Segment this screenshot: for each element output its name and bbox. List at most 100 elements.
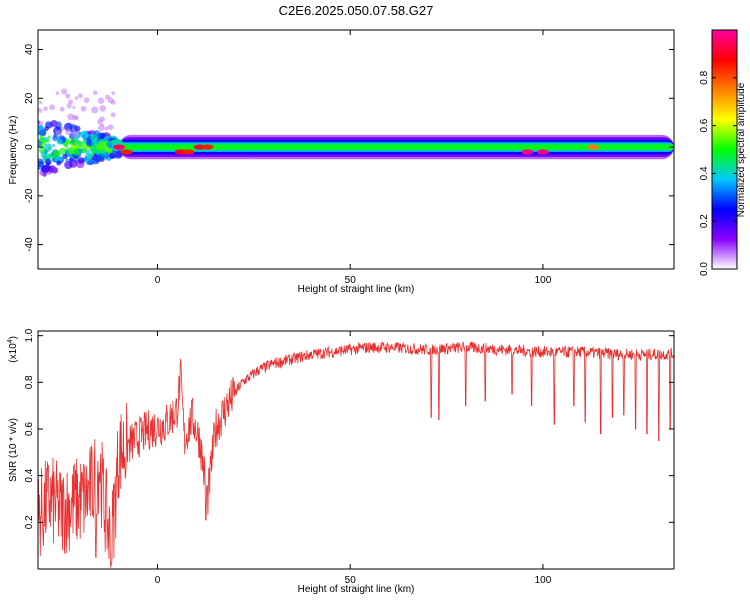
- spectrogram-peak: [587, 144, 600, 150]
- spectrogram-cell: [52, 135, 59, 142]
- spectrogram-peak: [182, 149, 195, 155]
- svg-text:(x104): (x104): [7, 336, 19, 363]
- spectrogram-cell: [109, 152, 116, 159]
- spectrogram-cell: [93, 153, 97, 158]
- spectrogram-cell: [38, 131, 41, 136]
- spectrogram-cell: [67, 99, 73, 105]
- spectrogram-cell: [114, 150, 123, 159]
- spectrogram-cell: [41, 139, 46, 143]
- snr-x-axis-label: Height of straight line (km): [298, 584, 415, 595]
- spectrogram-cell: [96, 143, 104, 151]
- spectrogram-cell: [64, 128, 72, 136]
- spectrogram-cell: [68, 139, 75, 146]
- spectrogram-cell: [107, 124, 114, 131]
- colorbar-scale: [711, 29, 738, 270]
- spectrogram-cell: [106, 141, 113, 148]
- spectrogram-cell: [77, 93, 83, 99]
- spectrogram-cell: [72, 130, 80, 138]
- spectrogram-cell: [80, 130, 89, 140]
- spectrogram-x-tick-label: 100: [535, 275, 552, 286]
- spectrogram-cell: [68, 157, 74, 162]
- spectrogram-cell: [38, 140, 43, 147]
- snr-multiplier: (x104): [7, 336, 19, 363]
- spectrogram-band: [118, 144, 674, 150]
- spectrogram-marks: [38, 88, 674, 177]
- spectrogram-cell: [91, 106, 99, 114]
- colorbar: 0.0 0.2 0.4 0.6 0.8 Normalized spectral ampl…: [699, 29, 747, 276]
- spectrogram-x-tick-label: 50: [345, 275, 357, 286]
- snr-y-ticks: 0.2 0.4 0.6 0.8 1.0: [24, 328, 674, 529]
- colorbar-ticks: 0.0 0.2 0.4 0.6 0.8: [699, 70, 737, 276]
- spectrogram-cell: [39, 135, 44, 140]
- spectrogram-cell: [53, 122, 59, 127]
- spectrogram-cell: [52, 150, 60, 158]
- spectrogram-cell: [49, 104, 56, 111]
- spectrogram-x-tick-label: 0: [155, 275, 161, 286]
- spectrogram-cell: [38, 158, 45, 168]
- spectrogram-cell: [43, 106, 48, 112]
- snr-y-tick-label: 1.0: [24, 328, 35, 342]
- spectrogram-peak: [536, 149, 549, 155]
- spectrogram-cell: [59, 106, 65, 112]
- spectrogram-cell: [104, 126, 109, 131]
- spectrogram-cell: [56, 138, 63, 145]
- spectrogram-cell: [64, 160, 73, 170]
- spectrogram-cell: [52, 167, 59, 174]
- spectrogram-panel: 0 50 100 -40 -20 0 20 40 Height of straight li…: [8, 29, 675, 295]
- spectrogram-cell: [84, 153, 92, 162]
- snr-x-ticks: 0 50 100: [155, 331, 552, 586]
- spectrogram-y-tick-label: -20: [24, 188, 35, 203]
- spectrogram-cell: [83, 97, 90, 104]
- spectrogram-cell: [105, 147, 113, 154]
- spectrogram-cell: [55, 129, 62, 136]
- spectrogram-cell: [38, 108, 43, 113]
- spectrogram-y-tick-label: 40: [24, 44, 35, 56]
- colorbar-tick-label: 0.8: [699, 70, 710, 84]
- spectrogram-cell: [38, 125, 44, 131]
- spectrogram-cell: [61, 88, 68, 95]
- spectrogram-cell: [97, 124, 105, 132]
- spectrogram-peak: [120, 149, 133, 155]
- spectrogram-x-axis-label: Height of straight line (km): [298, 284, 415, 295]
- snr-y-tick-label: 0.4: [24, 468, 35, 482]
- spectrogram-cell: [66, 103, 72, 109]
- spectrogram-cell: [97, 97, 105, 104]
- spectrogram-cell: [65, 93, 71, 99]
- spectrogram-y-tick-label: -40: [24, 237, 35, 252]
- spectrogram-peak: [521, 149, 534, 155]
- snr-multiplier-exponent: 4: [7, 339, 14, 343]
- spectrogram-cell: [92, 90, 98, 95]
- spectrogram-cell: [52, 143, 56, 148]
- spectrogram-cell: [60, 126, 65, 132]
- spectrogram-cell: [111, 91, 116, 96]
- snr-plot-area: [38, 331, 674, 569]
- spectrogram-cell: [62, 153, 68, 159]
- snr-y-tick-label: 0.8: [24, 375, 35, 389]
- snr-y-axis-label: SNR (10 * v/v): [8, 418, 19, 482]
- snr-x-tick-label: 100: [535, 575, 552, 586]
- spectrogram-cell: [39, 100, 43, 105]
- spectrogram-cell: [85, 140, 92, 146]
- spectrogram-cell: [38, 121, 44, 127]
- snr-series-line: [38, 341, 674, 568]
- spectrogram-cell: [45, 139, 50, 143]
- page-title: C2E6.2025.050.07.58.G27: [279, 3, 434, 18]
- spectrogram-cell: [58, 147, 66, 155]
- spectrogram-cell: [96, 153, 105, 162]
- spectrogram-peak: [112, 144, 125, 150]
- snr-marks: [38, 341, 674, 568]
- spectrogram-cell: [39, 129, 47, 137]
- spectrogram-cell: [47, 135, 51, 139]
- spectrogram-cell: [65, 158, 69, 162]
- spectrogram-cell: [110, 112, 116, 118]
- colorbar-tick-label: 0.4: [699, 166, 710, 180]
- spectrogram-cell: [74, 115, 79, 121]
- spectrogram-y-ticks: -40 -20 0 20 40: [24, 44, 674, 252]
- spectrogram-x-ticks: 0 50 100: [155, 30, 552, 286]
- snr-y-tick-label: 0.2: [24, 515, 35, 529]
- spectrogram-cell: [74, 96, 79, 100]
- spectrogram-cell: [91, 156, 97, 161]
- colorbar-label: Normalized spectral amplitude: [736, 82, 747, 217]
- spectrogram-cell: [45, 121, 53, 129]
